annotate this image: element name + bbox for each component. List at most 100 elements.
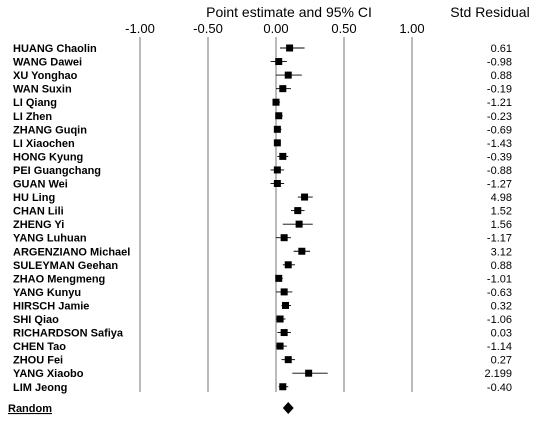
point-estimate-marker	[273, 125, 281, 133]
point-estimate-marker	[284, 356, 292, 364]
study-name: YANG Xiaobo	[13, 368, 84, 380]
study-row: ZHENG Yi 1.56	[13, 219, 512, 231]
study-name: LI Zhen	[13, 111, 52, 123]
point-estimate-marker	[305, 369, 313, 377]
study-row: HONG Kyung -0.39	[13, 151, 512, 163]
std-residual-value: 2.199	[484, 368, 512, 380]
study-row: RICHARDSON Safiya 0.03	[13, 328, 512, 340]
point-estimate-marker	[273, 139, 281, 147]
study-row: LI Xiaochen -1.43	[13, 138, 512, 150]
std-residual-value: -0.88	[487, 165, 512, 177]
gridlines	[139, 37, 413, 392]
study-name: ARGENZIANO Michael	[13, 246, 130, 258]
chart-title: Point estimate and 95% CI	[206, 4, 372, 20]
x-tick-labels: -1.00 -0.50 0.00 0.50 1.00	[125, 21, 424, 36]
std-residual-value: 3.12	[491, 246, 512, 258]
study-row: YANG Luhuan -1.17	[13, 233, 512, 245]
std-residual-value: -1.01	[487, 273, 512, 285]
study-name: ZHENG Yi	[13, 219, 64, 231]
study-name: HUANG Chaolin	[13, 43, 97, 55]
x-tick-label: 0.00	[263, 21, 288, 36]
summary-diamond	[282, 402, 294, 414]
x-tick-label: -1.00	[125, 21, 155, 36]
std-residual-value: -1.14	[487, 341, 512, 353]
study-name: LI Qiang	[13, 97, 57, 109]
point-estimate-marker	[280, 329, 288, 337]
point-estimate-marker	[284, 71, 292, 79]
study-name: HONG Kyung	[13, 151, 83, 163]
study-name: WAN Suxin	[13, 84, 72, 96]
study-row: ZHANG Guqin -0.69	[13, 124, 512, 136]
study-name: LI Xiaochen	[13, 138, 75, 150]
std-residual-value: 0.27	[491, 355, 512, 367]
study-row: WAN Suxin -0.19	[13, 84, 512, 96]
std-residual-value: -0.39	[487, 151, 512, 163]
point-estimate-marker	[279, 85, 287, 93]
study-row: SULEYMAN Geehan 0.88	[13, 260, 512, 272]
study-name: YANG Luhuan	[13, 233, 87, 245]
study-row: CHAN Lili 1.52	[13, 206, 512, 218]
point-estimate-marker	[276, 342, 284, 350]
point-estimate-marker	[280, 288, 288, 296]
point-estimate-marker	[294, 207, 302, 215]
std-residual-value: -1.43	[487, 138, 512, 150]
std-residual-value: -1.21	[487, 97, 512, 109]
std-residual-value: -1.17	[487, 233, 512, 245]
study-row: LI Qiang -1.21	[13, 97, 512, 109]
std-residual-value: 0.32	[491, 300, 512, 312]
std-residual-header: Std Residual	[450, 4, 529, 20]
study-row: WANG Dawei -0.98	[13, 57, 512, 69]
study-name: PEI Guangchang	[13, 165, 101, 177]
summary-label: Random	[8, 403, 52, 415]
point-estimate-marker	[276, 315, 284, 323]
study-name: SULEYMAN Geehan	[13, 260, 118, 272]
std-residual-value: -0.98	[487, 57, 512, 69]
study-row: SHI Qiao -1.06	[13, 314, 512, 326]
study-row: HUANG Chaolin 0.61	[13, 43, 512, 55]
std-residual-value: 0.88	[491, 70, 512, 82]
study-name: YANG Kunyu	[13, 287, 81, 299]
std-residual-value: 0.61	[491, 43, 512, 55]
study-name: XU Yonghao	[13, 70, 78, 82]
std-residual-value: -0.40	[487, 382, 512, 394]
study-row: LI Zhen -0.23	[13, 111, 512, 123]
study-name: WANG Dawei	[13, 57, 82, 69]
study-name: ZHOU Fei	[13, 355, 63, 367]
study-row: YANG Kunyu -0.63	[13, 287, 512, 299]
point-estimate-marker	[272, 98, 280, 106]
std-residual-value: 1.52	[491, 206, 512, 218]
point-estimate-marker	[286, 44, 294, 52]
study-name: ZHANG Guqin	[13, 124, 87, 136]
study-row: ZHAO Mengmeng -1.01	[13, 273, 512, 285]
point-estimate-marker	[279, 383, 287, 391]
point-estimate-marker	[275, 112, 283, 120]
point-estimate-marker	[279, 152, 287, 160]
std-residual-value: -0.69	[487, 124, 512, 136]
point-estimate-marker	[284, 261, 292, 269]
study-name: HIRSCH Jamie	[13, 300, 89, 312]
std-residual-value: 0.03	[491, 328, 512, 340]
study-name: LIM Jeong	[13, 382, 67, 394]
study-name: RICHARDSON Safiya	[13, 328, 124, 340]
std-residual-value: -0.19	[487, 84, 512, 96]
point-estimate-marker	[280, 234, 288, 242]
study-name: GUAN Wei	[13, 179, 68, 191]
std-residual-value: 1.56	[491, 219, 512, 231]
std-residual-value: 0.88	[491, 260, 512, 272]
std-residual-value: -0.63	[487, 287, 512, 299]
point-estimate-marker	[295, 220, 303, 228]
point-estimate-marker	[301, 193, 309, 201]
study-row: CHEN Tao -1.14	[13, 341, 512, 353]
study-row: HIRSCH Jamie 0.32	[13, 300, 512, 312]
std-residual-value: -1.06	[487, 314, 512, 326]
point-estimate-marker	[273, 180, 281, 187]
std-residual-value: -1.27	[487, 179, 512, 191]
study-row: PEI Guangchang -0.88	[13, 165, 512, 177]
x-tick-label: -0.50	[193, 21, 223, 36]
study-name: ZHAO Mengmeng	[13, 273, 105, 285]
x-tick-label: 0.50	[331, 21, 356, 36]
study-name: CHAN Lili	[13, 206, 64, 218]
study-name: CHEN Tao	[13, 341, 66, 353]
study-name: HU Ling	[13, 192, 55, 204]
